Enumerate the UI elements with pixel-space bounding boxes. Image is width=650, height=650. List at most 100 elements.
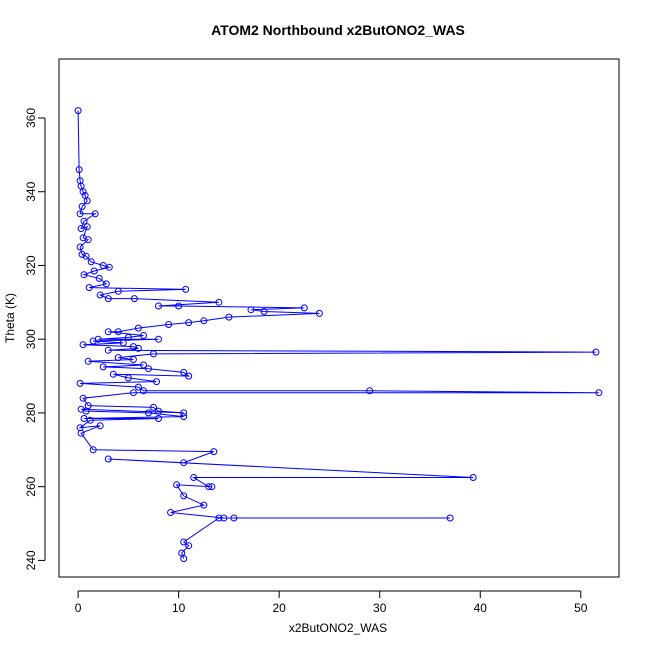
data-point <box>86 416 94 424</box>
data-point <box>595 389 603 397</box>
data-point <box>180 368 188 376</box>
x-tick-label: 20 <box>272 601 286 615</box>
chart-title: ATOM2 Northbound x2ButONO2_WAS <box>211 22 465 38</box>
series-line <box>77 110 599 559</box>
y-tick-label: 240 <box>24 550 38 570</box>
data-point <box>119 339 127 347</box>
x-tick-label: 10 <box>172 601 186 615</box>
data-point <box>79 188 87 196</box>
data-point <box>175 302 183 310</box>
data-point <box>155 335 162 343</box>
data-point <box>99 363 107 371</box>
data-point <box>99 262 107 269</box>
data-point <box>104 295 112 303</box>
data-point <box>89 337 97 345</box>
data-point <box>153 378 160 386</box>
data-point <box>134 344 142 352</box>
data-point <box>167 509 175 516</box>
data-point <box>82 407 90 415</box>
data-point <box>85 284 93 292</box>
data-point <box>210 448 218 456</box>
data-point <box>190 474 198 481</box>
data-point <box>91 210 99 218</box>
data-point <box>104 346 112 354</box>
data-point <box>140 332 147 339</box>
data-point <box>80 271 88 279</box>
x-axis-label: x2ButONO2_WAS <box>289 621 387 635</box>
data-point <box>76 243 84 251</box>
data-point <box>155 415 162 422</box>
data-point <box>134 383 142 391</box>
data-point <box>145 409 152 417</box>
data-point <box>446 514 454 522</box>
data-point <box>225 313 233 321</box>
data-point <box>180 538 188 546</box>
data-point <box>150 350 157 358</box>
data-point <box>102 280 110 288</box>
data-point <box>145 365 152 373</box>
data-point <box>75 166 83 174</box>
y-tick-label: 300 <box>24 329 38 349</box>
data-point <box>124 374 132 382</box>
data-point <box>215 298 223 306</box>
data-point <box>173 481 181 489</box>
data-point <box>96 422 104 430</box>
data-point <box>180 492 188 500</box>
data-point <box>96 291 104 299</box>
data-point <box>82 252 90 260</box>
data-point <box>84 357 92 365</box>
data-point <box>78 203 86 210</box>
x-axis: 0 10 20 30 40 50 <box>75 590 588 615</box>
data-point <box>77 429 85 437</box>
data-point <box>180 409 188 417</box>
data-point <box>134 324 142 332</box>
data-point <box>114 328 122 336</box>
data-point <box>260 308 268 315</box>
data-point <box>105 263 113 271</box>
data-point <box>208 483 216 491</box>
y-tick-label: 340 <box>24 181 38 201</box>
data-point <box>104 328 112 336</box>
data-point <box>300 304 308 312</box>
data-point <box>89 446 97 454</box>
x-tick-label: 0 <box>75 601 82 615</box>
data-point <box>140 387 147 395</box>
data-point <box>104 455 112 463</box>
data-point <box>79 394 87 402</box>
y-axis: 240 260 280 300 320 340 360 <box>24 108 46 570</box>
data-point <box>185 372 193 380</box>
data-point <box>230 514 238 522</box>
data-point <box>79 341 87 349</box>
data-point <box>165 321 173 328</box>
data-point <box>140 361 147 369</box>
data-point <box>155 407 162 415</box>
data-point <box>95 274 103 282</box>
data-point <box>76 210 84 218</box>
data-point <box>74 107 82 115</box>
data-point <box>180 555 188 563</box>
data-point <box>247 306 255 314</box>
x-tick-label: 30 <box>373 601 387 615</box>
data-point <box>220 514 228 522</box>
y-tick-label: 260 <box>24 476 38 496</box>
data-point <box>182 285 190 293</box>
x-tick-label: 50 <box>574 601 588 615</box>
data-point <box>77 225 85 233</box>
data-point <box>180 413 188 421</box>
data-point <box>129 356 137 363</box>
data-point <box>90 267 98 275</box>
data-point <box>84 236 92 244</box>
data-point <box>180 459 188 467</box>
data-point <box>215 514 223 522</box>
y-tick-label: 320 <box>24 255 38 275</box>
data-point <box>83 223 91 231</box>
data-point <box>114 354 122 362</box>
data-point <box>315 309 323 317</box>
y-tick-label: 280 <box>24 403 38 423</box>
data-point <box>87 258 95 266</box>
series-lines <box>77 110 599 559</box>
y-axis-label: Theta (K) <box>3 293 17 343</box>
data-point <box>80 415 88 422</box>
y-tick-label: 360 <box>24 108 38 128</box>
